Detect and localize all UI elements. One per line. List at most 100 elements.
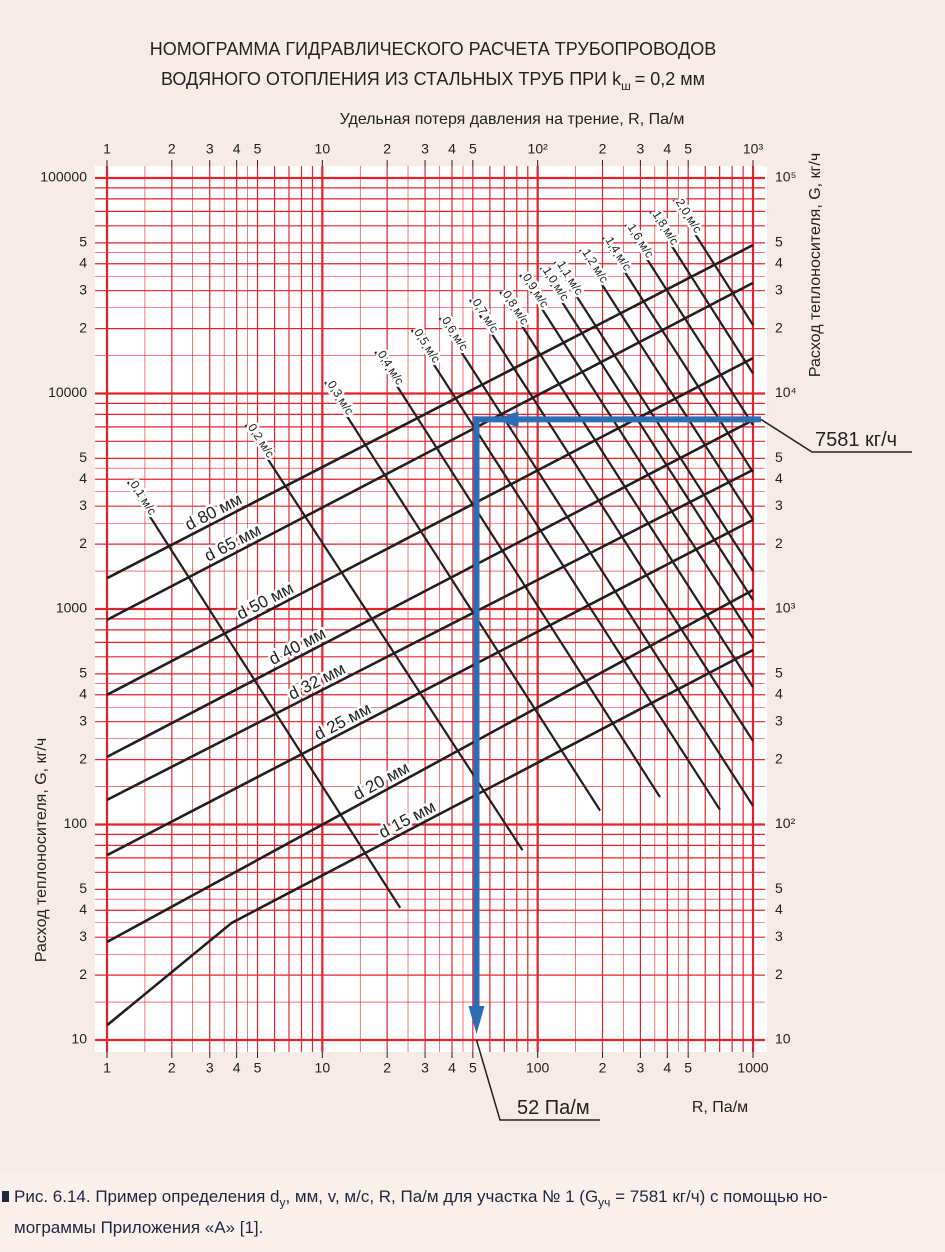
diameter-line [106,648,754,1027]
x-tick-label: 2 [599,1060,607,1076]
y-tick-label: 3 [79,281,87,297]
velocity-line [324,381,602,812]
y2-tick-label: 4 [775,254,783,270]
title-line: ВОДЯНОГО ОТОПЛЕНИЯ ИЗ СТАЛЬНЫХ ТРУБ ПРИ … [161,69,705,93]
x-tick-label: 3 [421,1060,429,1076]
x-top-tick-label: 4 [663,141,671,157]
y-tick-label: 2 [79,966,87,982]
x-top-tick-label: 5 [684,141,692,157]
y2-tick-label: 10³ [775,600,796,616]
example-arrowhead [468,1006,485,1034]
x-tick-label: 10 [315,1060,331,1076]
y2-tick-label: 3 [775,281,783,297]
x-top-tick-label: 3 [637,141,645,157]
diameter-line [106,243,754,580]
lines [106,199,754,1027]
bullet [2,1191,9,1202]
y-tick-label: 10 [71,1031,87,1047]
y-tick-label: 5 [79,665,87,681]
caption-text: = 7581 кг/ч) с помощью но- [610,1187,828,1206]
x-top-tick-label: 1 [103,141,111,157]
y2-tick-label: 4 [775,901,783,917]
diameter-line [106,356,754,696]
y2-tick-label: 2 [775,966,783,982]
y2-tick-label: 3 [775,928,783,944]
diameter-line [106,518,754,857]
x-tick-label: 5 [254,1060,262,1076]
leader-line [475,1039,600,1121]
title-text: = 0,2 мм [635,69,705,89]
x-tick-label: 3 [206,1060,214,1076]
velocity-line [374,351,661,798]
y2-tick-label: 5 [775,234,783,250]
x-top-tick-label: 4 [448,141,456,157]
x-tick-label: 5 [469,1060,477,1076]
velocity-line [602,237,754,473]
y-tick-label: 2 [79,319,87,335]
y2-tick-label: 3 [775,497,783,513]
caption: Рис. 6.14. Пример определения dу, мм, v,… [0,1172,945,1252]
y-tick-label: 100000 [40,169,87,185]
velocity-line [126,481,402,909]
example-g-label: 7581 кг/ч [815,429,897,451]
y2-tick-label: 2 [775,319,783,335]
y2-tick-label: 4 [775,470,783,486]
y-axis-title: Расход теплоносителя, G, кг/ч [33,738,50,962]
example-r-label: 52 Па/м [517,1097,590,1119]
x-tick-label: 4 [663,1060,671,1076]
caption-text: Рис. 6.14. Пример определения d [14,1187,280,1206]
y-tick-label: 5 [79,234,87,250]
diameter-line [106,281,754,622]
title-subscript: ш [621,79,631,93]
grid [95,160,765,1058]
y-tick-label: 4 [79,470,87,486]
diameter-line [106,418,754,759]
y2-tick-label: 5 [775,449,783,465]
x-tick-label: 1000 [737,1060,768,1076]
x-tick-label: 2 [168,1060,176,1076]
x-axis-title: R, Па/м [692,1099,748,1116]
x-tick-label: 4 [233,1060,241,1076]
x-top-tick-label: 5 [469,141,477,157]
y2-tick-label: 10⁴ [775,384,797,400]
caption-sub: у [279,1195,286,1210]
chart: НОМОГРАММА ГИДРАВЛИЧЕСКОГО РАСЧЕТА ТРУБО… [33,39,912,1121]
velocity-line [469,299,754,742]
diameter-line [106,468,754,802]
y-tick-label: 4 [79,685,87,701]
leader-line [760,418,912,453]
x-tick-label: 3 [637,1060,645,1076]
x-top-tick-label: 3 [421,141,429,157]
velocity-line [649,211,754,374]
x-top-tick-label: 2 [383,141,391,157]
y2-tick-label: 10² [775,815,796,831]
velocity-line [672,199,754,326]
caption-sub: уч [598,1195,611,1210]
y-tick-label: 10000 [48,384,87,400]
y-tick-label: 3 [79,712,87,728]
y-tick-label: 4 [79,254,87,270]
x-tick-label: 5 [684,1060,692,1076]
x-tick-label: 2 [383,1060,391,1076]
y2-tick-label: 5 [775,880,783,896]
x-top-tick-label: 2 [599,141,607,157]
x-tick-label: 1 [103,1060,111,1076]
y-tick-label: 2 [79,750,87,766]
y-tick-label: 5 [79,449,87,465]
y2-tick-label: 2 [775,535,783,551]
title-line: НОМОГРАММА ГИДРАВЛИЧЕСКОГО РАСЧЕТА ТРУБО… [150,39,716,59]
velocity-line [410,329,721,811]
x-top-tick-label: 10³ [743,141,764,157]
y2-tick-label: 3 [775,712,783,728]
y-tick-label: 3 [79,928,87,944]
x-top-tick-label: 2 [168,141,176,157]
y2-axis-title: Расход теплоносителя, G, кг/ч [807,153,824,377]
y-tick-label: 3 [79,497,87,513]
velocity-line [438,317,754,807]
y-tick-label: 4 [79,901,87,917]
velocity-line [539,267,754,601]
velocity-line [624,224,754,426]
x-axis-title: Удельная потеря давления на трение, R, П… [340,111,685,128]
velocity-line [519,274,754,639]
y2-tick-label: 10⁵ [775,169,796,185]
